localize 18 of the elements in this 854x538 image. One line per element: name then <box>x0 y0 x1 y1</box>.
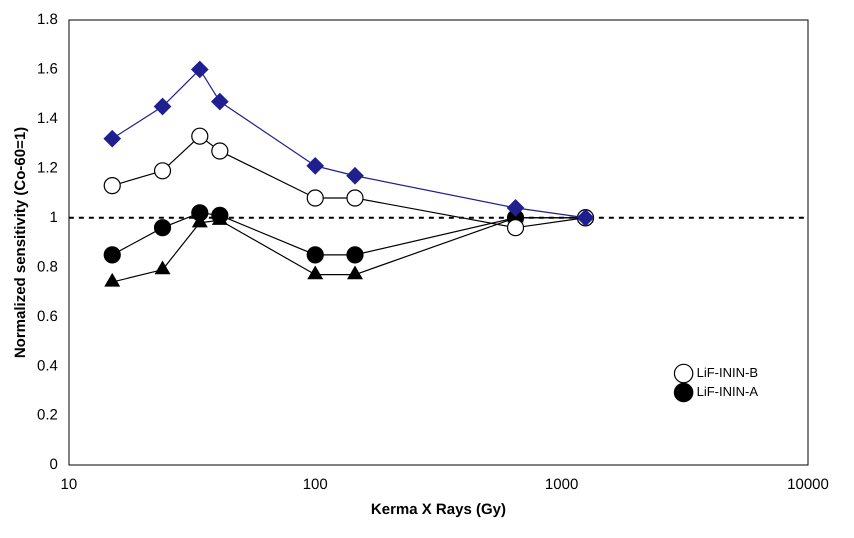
y-tick-label: 0.4 <box>36 357 58 374</box>
x-tick-label: 10 <box>60 476 78 494</box>
y-tick-label: 1.4 <box>36 110 58 128</box>
legend-label: LiF-ININ-A <box>696 384 758 400</box>
y-tick-label: 0.2 <box>36 406 58 424</box>
legend-label: LiF-ININ-B <box>696 365 758 380</box>
y-tick-label: 0 <box>50 456 58 474</box>
y-tick-label: 1 <box>50 208 58 226</box>
y-axis-title: Normalized sensitivity (Co-60=1) <box>12 126 30 358</box>
y-tick-label: 0.6 <box>36 308 58 325</box>
x-tick-label: 100 <box>302 476 328 494</box>
y-tick-label: 0.8 <box>36 258 58 276</box>
y-tick-label: 1.2 <box>36 159 58 176</box>
x-axis-title: Kerma X Rays (Gy) <box>370 501 506 518</box>
x-tick-label: 1000 <box>544 476 578 494</box>
y-tick-label: 1.6 <box>36 60 58 78</box>
x-tick-label: 10000 <box>787 476 829 494</box>
y-tick-label: 1.8 <box>36 11 58 28</box>
